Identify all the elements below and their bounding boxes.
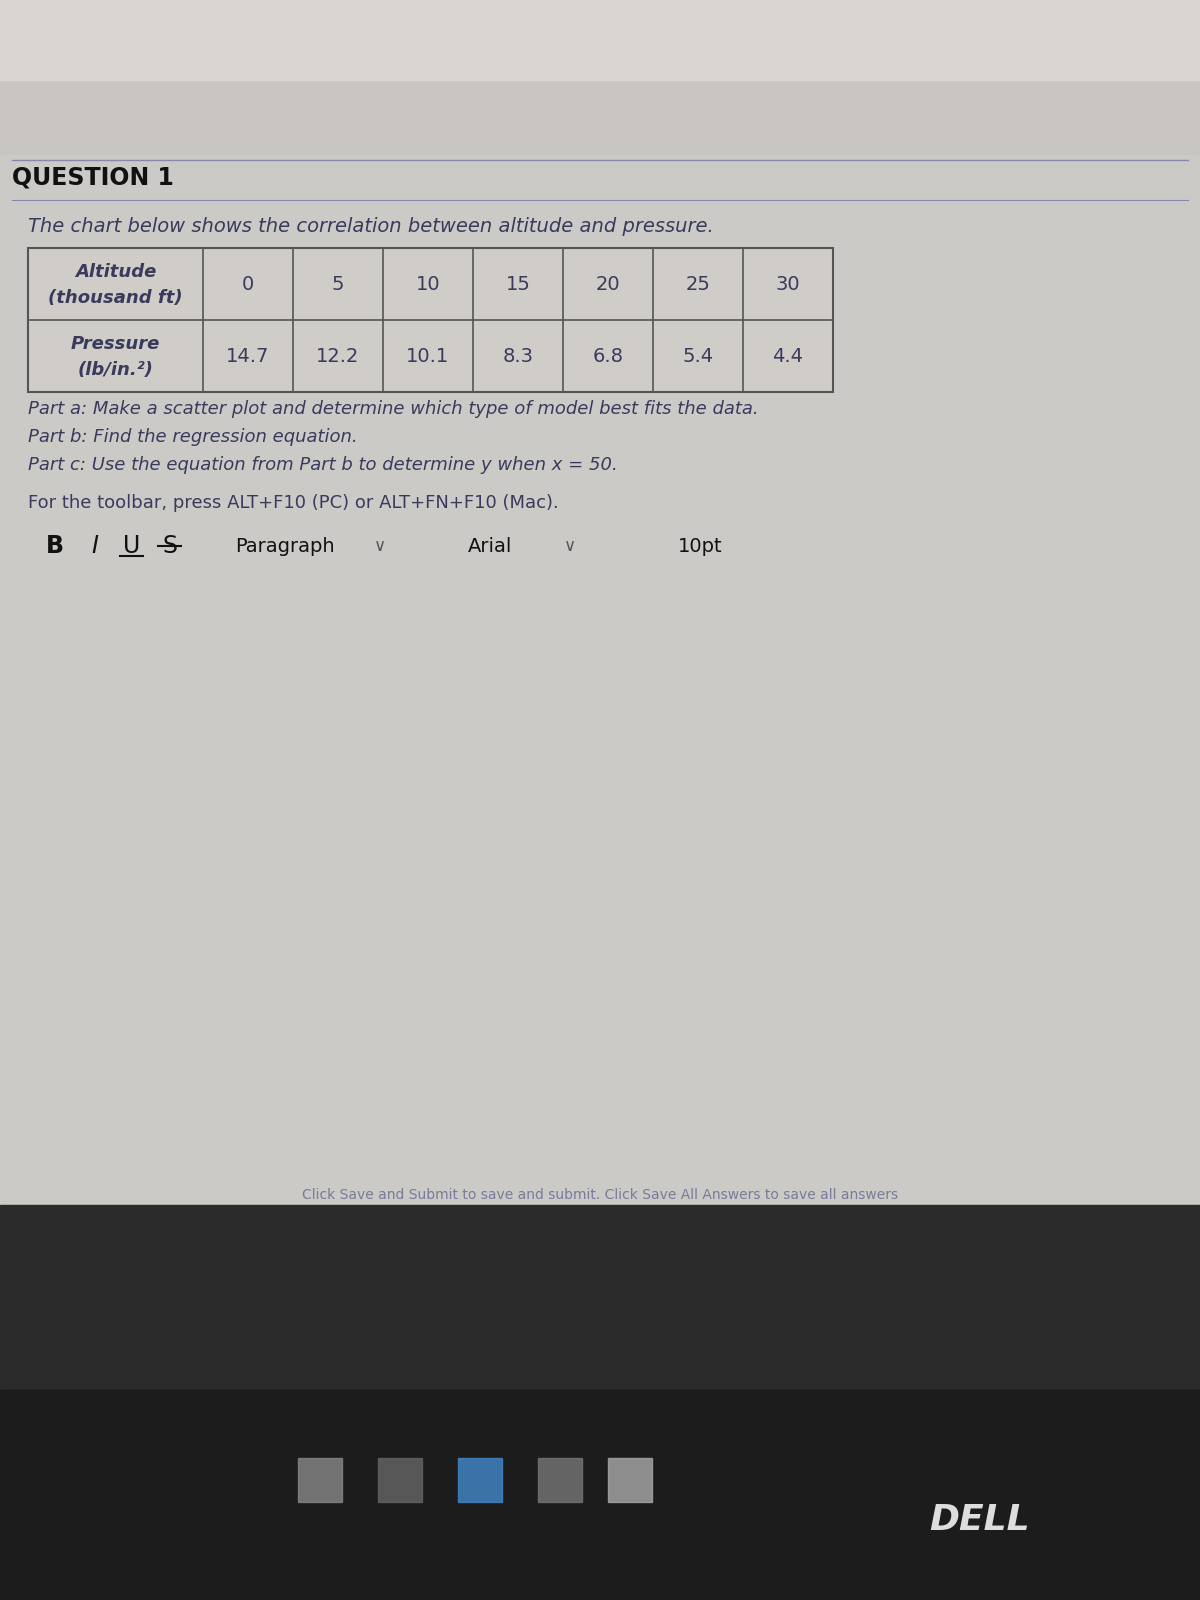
Text: 14.7: 14.7: [227, 347, 270, 365]
Bar: [28, 248, 833, 392]
Text: 4.4: 4.4: [773, 347, 804, 365]
Bar: [0, 1205, 1200, 1600]
Text: 8.3: 8.3: [503, 347, 534, 365]
Bar: [458, 1458, 502, 1502]
Text: B: B: [46, 534, 64, 558]
Text: (lb/in.²): (lb/in.²): [78, 362, 154, 379]
Text: Part a: Make a scatter plot and determine which type of model best fits the data: Part a: Make a scatter plot and determin…: [28, 400, 758, 418]
Text: For the toolbar, press ALT+F10 (PC) or ALT+FN+F10 (Mac).: For the toolbar, press ALT+F10 (PC) or A…: [28, 494, 559, 512]
Text: 20: 20: [595, 275, 620, 293]
Text: 0: 0: [242, 275, 254, 293]
Text: The chart below shows the correlation between altitude and pressure.: The chart below shows the correlation be…: [28, 218, 714, 235]
Text: S: S: [162, 534, 178, 558]
Text: Part c: Use the equation from Part b to determine y when x = 50.: Part c: Use the equation from Part b to …: [28, 456, 618, 474]
Text: Click Save and Submit to save and submit. Click Save All Answers to save all ans: Click Save and Submit to save and submit…: [302, 1187, 898, 1202]
Bar: [28, 248, 833, 392]
Bar: [0, 0, 1200, 80]
Text: I: I: [91, 534, 98, 558]
Bar: [0, 1390, 1200, 1600]
Bar: [608, 1458, 652, 1502]
Text: 10: 10: [415, 275, 440, 293]
Text: 30: 30: [775, 275, 800, 293]
Text: 6.8: 6.8: [593, 347, 624, 365]
Text: DELL: DELL: [930, 1502, 1031, 1538]
Bar: [378, 1458, 422, 1502]
Bar: [298, 1458, 342, 1502]
Text: Pressure: Pressure: [71, 334, 160, 354]
Text: 5.4: 5.4: [683, 347, 714, 365]
Bar: [538, 1458, 582, 1502]
Text: 5: 5: [331, 275, 344, 293]
Text: Part b: Find the regression equation.: Part b: Find the regression equation.: [28, 427, 358, 446]
Text: 10.1: 10.1: [407, 347, 450, 365]
Text: Paragraph: Paragraph: [235, 536, 335, 555]
Bar: [0, 1390, 1200, 1600]
Text: ∨: ∨: [374, 538, 386, 555]
Text: (thousand ft): (thousand ft): [48, 290, 182, 307]
Bar: [0, 0, 1200, 155]
Bar: [0, 155, 1200, 1205]
Text: 10pt: 10pt: [678, 536, 722, 555]
Text: U: U: [124, 534, 140, 558]
Text: QUESTION 1: QUESTION 1: [12, 166, 174, 190]
Text: 25: 25: [685, 275, 710, 293]
Text: Altitude: Altitude: [74, 262, 156, 282]
Text: ∨: ∨: [564, 538, 576, 555]
Text: 15: 15: [505, 275, 530, 293]
Text: 12.2: 12.2: [317, 347, 360, 365]
Text: Arial: Arial: [468, 536, 512, 555]
